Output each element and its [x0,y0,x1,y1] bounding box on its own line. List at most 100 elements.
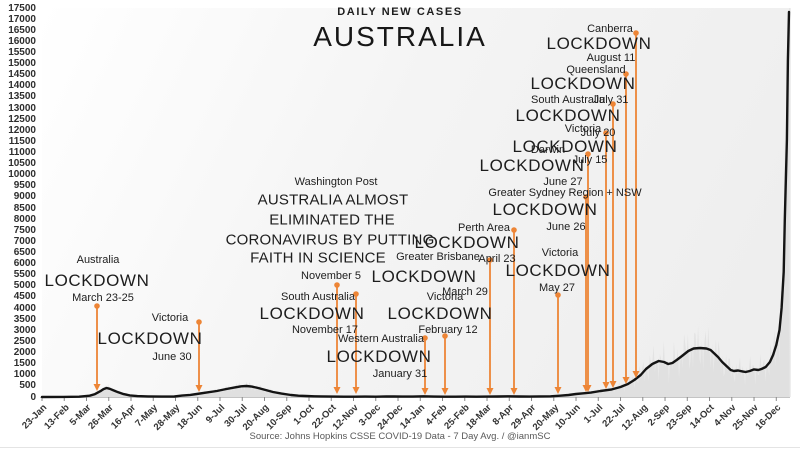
annotation-greater-sydney-nsw-lockdown-jun-2021: June 26 [546,221,586,233]
annotation-washington-post-headline: ELIMINATED THE [269,211,395,229]
annotation-darwin-lockdown-jun-2021: Darwin [530,144,566,156]
annotation-canberra-lockdown-aug-2021: August 11 [586,52,636,64]
annotation-greater-brisbane-lockdown-mar-2021: Greater Brisbane [396,251,480,263]
lockdown-arrowhead [632,371,640,378]
y-tick-label: 500 [19,380,36,392]
annotation-victoria-lockdown-may-2021: May 27 [538,282,576,294]
lockdown-arrowhead [421,388,429,395]
lockdown-arrow-dot [422,335,428,341]
annotation-canberra-lockdown-aug-2021: Canberra [587,23,633,35]
y-tick-label: 7500 [13,224,36,236]
annotation-greater-brisbane-lockdown-mar-2021: March 29 [442,286,488,298]
lockdown-arrowhead [195,385,203,392]
y-tick-label: 9500 [13,180,36,192]
y-tick-label: 10000 [8,169,36,181]
lockdown-arrowhead [584,385,592,392]
y-tick-label: 5500 [13,269,36,281]
lockdown-arrowhead [602,382,610,389]
lockdown-arrow-dot [442,333,448,339]
lockdown-arrowhead [93,384,101,391]
annotation-canberra-lockdown-aug-2021: LOCKDOWN [546,34,652,53]
annotation-darwin-lockdown-jun-2021: LOCKDOWN [479,156,585,175]
plot-area [42,8,790,397]
annotation-victoria-lockdown-may-2021: LOCKDOWN [505,261,611,280]
annotation-south-australia-lockdown-nov-2020: South Australia [281,291,355,303]
annotation-washington-post-headline: November 5 [301,270,361,282]
annotation-washington-post-headline: Washington Post [294,176,378,188]
y-tick-label: 15500 [8,46,36,58]
y-tick-label: 1000 [13,369,36,381]
annotation-washington-post-headline: CORONAVIRUS BY PUTTING [225,231,435,249]
lockdown-arrow-dot [633,30,639,36]
annotation-western-australia-lockdown-jan-2021: Western Australia [337,333,425,345]
avg-area-fill [42,11,789,398]
annotation-greater-brisbane-lockdown-mar-2021: LOCKDOWN [371,267,477,286]
annotation-victoria-lockdown-jul-2021: July 15 [572,154,608,166]
y-tick-label: 2500 [13,335,36,347]
annotation-australia-lockdown-mar-2020: Australia [76,254,120,266]
chart-title: AUSTRALIA [313,21,487,52]
annotation-south-australia-lockdown-jul-2021: South Australia [531,94,605,106]
lockdown-arrow-dot [511,227,517,233]
y-tick-label: 9000 [13,191,36,203]
y-tick-label: 2000 [13,347,36,359]
annotation-perth-area-lockdown-apr-2021: LOCKDOWN [414,233,520,252]
annotation-australia-lockdown-mar-2020: LOCKDOWN [44,271,150,290]
annotation-victoria-lockdown-jul-2021: LOCKDOWN [512,137,618,156]
annotation-victoria-lockdown-feb-2021: Victoria [426,291,464,303]
y-tick-label: 12500 [8,113,36,125]
annotation-western-australia-lockdown-jan-2021: LOCKDOWN [326,347,432,366]
annotation-washington-post-headline: FAITH IN SCIENCE [250,249,386,267]
y-tick-label: 17500 [8,2,36,14]
y-tick-label: 14500 [8,69,36,81]
annotation-perth-area-lockdown-apr-2021: April 23 [478,253,516,265]
y-tick-label: 13500 [8,91,36,103]
lockdown-arrow-dot [94,303,100,309]
y-tick-label: 3000 [13,324,36,336]
y-tick-label: 5000 [13,280,36,292]
lockdown-arrowhead [352,387,360,394]
lockdown-arrowhead [609,381,617,388]
annotation-victoria-lockdown-feb-2021: February 12 [418,324,478,336]
lockdown-arrowhead [554,387,562,394]
annotation-greater-sydney-nsw-lockdown-jun-2021: Greater Sydney Region + NSW [488,187,642,199]
y-tick-label: 4500 [13,291,36,303]
annotation-queensland-lockdown-jul-2021: LOCKDOWN [530,74,636,93]
y-tick-label: 0 [30,391,36,403]
annotation-australia-lockdown-mar-2020: March 23-25 [72,292,134,304]
annotation-victoria-lockdown-jul-2021: Victoria [564,123,602,135]
lockdown-arrowhead [486,388,494,395]
bottom-divider [0,447,800,448]
annotation-perth-area-lockdown-apr-2021: Perth Area [458,222,510,234]
annotation-victoria-lockdown-jun-2020: LOCKDOWN [97,329,203,348]
lockdown-arrowhead [333,387,341,394]
annotation-south-australia-lockdown-jul-2021: July 20 [580,127,616,139]
annotation-victoria-lockdown-feb-2021: LOCKDOWN [387,304,493,323]
lockdown-arrow-dot [585,151,591,157]
y-tick-label: 4000 [13,302,36,314]
lockdown-arrow-dot [196,319,202,325]
cases-curve [40,10,791,399]
lockdown-arrow-dot [487,257,493,263]
lockdown-arrow-dot [623,71,629,77]
annotation-greater-sydney-nsw-lockdown-jun-2021: LOCKDOWN [492,200,598,219]
annotation-western-australia-lockdown-jan-2021: January 31 [372,368,428,380]
y-tick-label: 11500 [8,135,36,147]
y-tick-label: 6000 [13,258,36,270]
annotation-victoria-lockdown-jun-2020: June 30 [152,351,192,363]
y-tick-label: 11000 [8,146,36,158]
lockdown-arrowhead [441,388,449,395]
annotation-darwin-lockdown-jun-2021: June 27 [543,176,583,188]
lockdown-arrow-dot [555,292,561,298]
lockdown-arrow-dot [603,130,609,136]
y-tick-label: 8500 [13,202,36,214]
annotation-south-australia-lockdown-jul-2021: LOCKDOWN [515,106,621,125]
annotation-south-australia-lockdown-nov-2020: November 17 [291,324,359,336]
annotation-victoria-lockdown-jun-2020: Victoria [151,312,189,324]
y-tick-label: 1500 [13,358,36,370]
lockdown-arrowhead [510,388,518,395]
y-tick-label: 12000 [8,124,36,136]
y-tick-label: 7000 [13,235,36,247]
lockdown-arrow-dot [353,291,359,297]
